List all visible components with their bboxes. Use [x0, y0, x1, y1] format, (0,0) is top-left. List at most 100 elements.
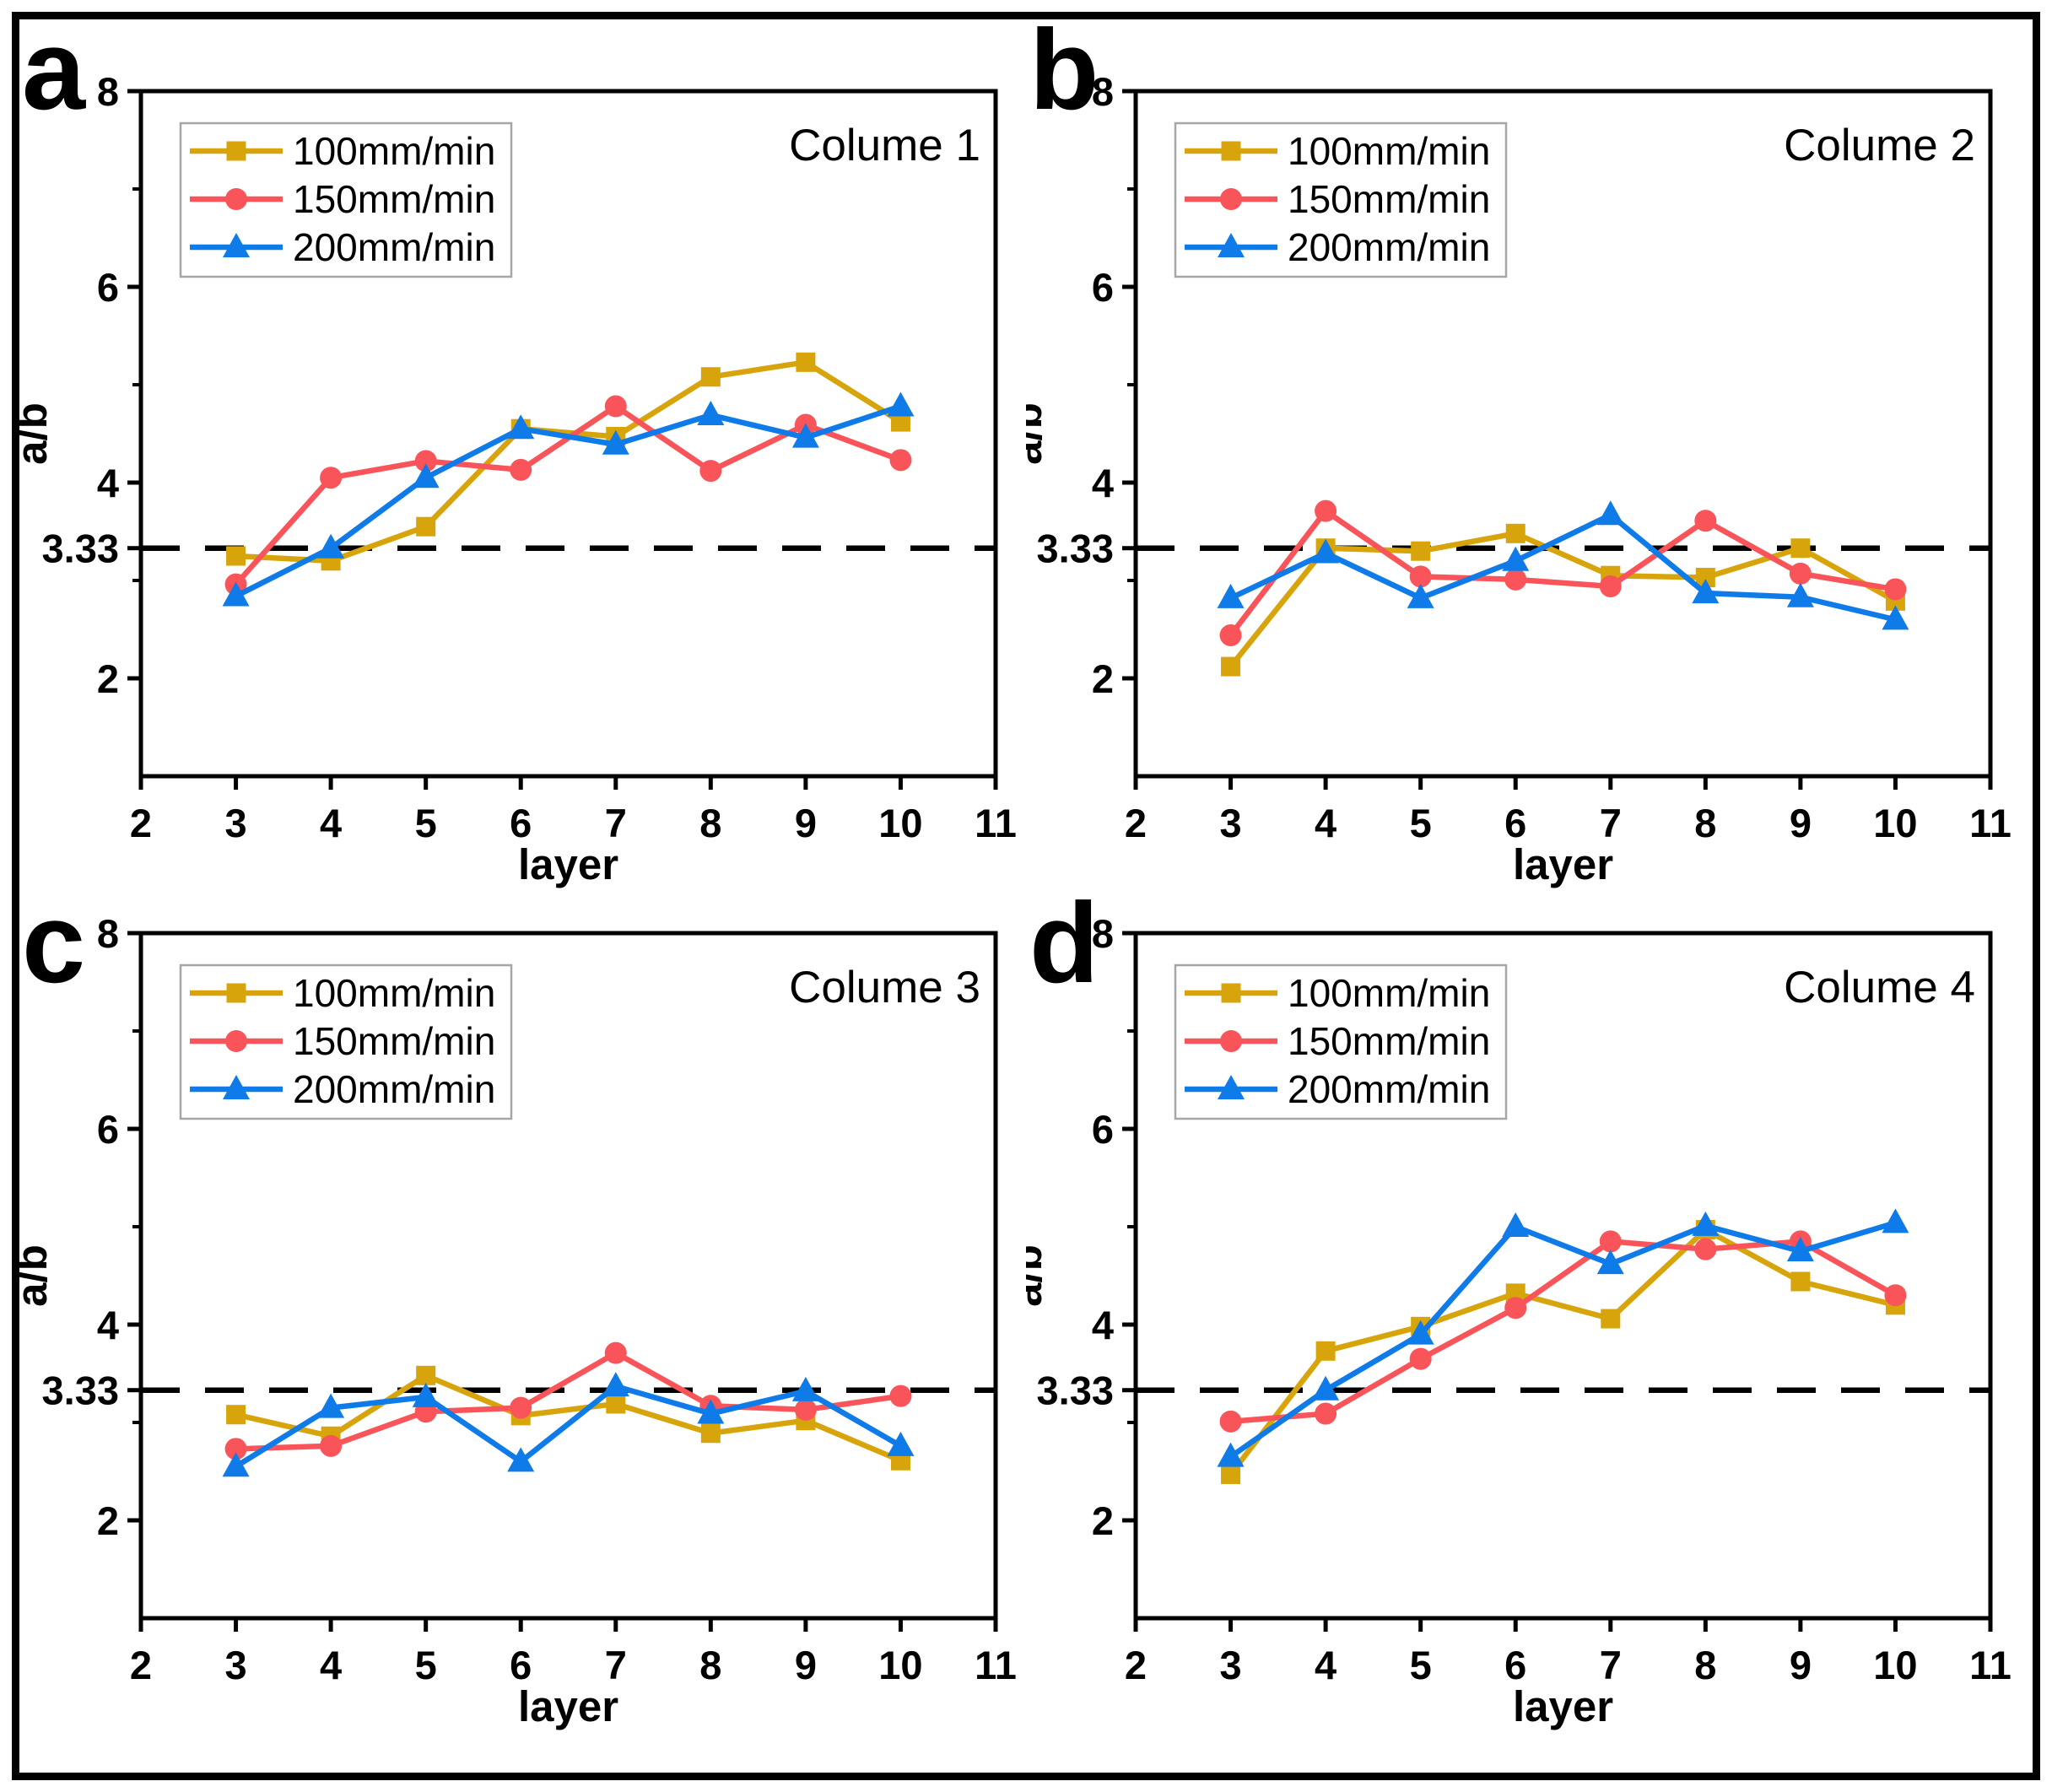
data-point-150mm/min-layer-4: [320, 1434, 343, 1457]
data-point-200mm/min-layer-8: [697, 1399, 725, 1424]
panel-b: 2 3 4 5 6 7 8 9 10 11 2 4 6 8 3.33 layer a/b Colume 2 100m…: [1026, 0, 2052, 896]
data-point-150mm/min-layer-6: [510, 1396, 532, 1419]
chart-colume-3: 2 3 4 5 6 7 8 9 10 11 2 4 6 8 3.33 layer a/b Colume 3 100m…: [8, 911, 1017, 1730]
data-point-200mm/min-layer-3: [1217, 583, 1245, 608]
data-point-200mm/min-layer-6: [507, 1447, 535, 1472]
legend-marker-square: [1221, 983, 1241, 1003]
x-tick-label: 7: [1600, 1643, 1622, 1687]
data-point-100mm/min-layer-3: [1221, 656, 1241, 677]
data-point-100mm/min-layer-10: [890, 412, 910, 432]
chart-colume-4: 2 3 4 5 6 7 8 9 10 11 2 4 6 8 3.33 layer a/b Colume 4 100m…: [1026, 911, 2012, 1730]
panel-letter-b: b: [1029, 6, 1099, 133]
x-tick-label: 5: [1410, 1643, 1432, 1687]
y-reference-tick-label: 3.33: [1037, 526, 1114, 571]
series-line-100mm/min: [233, 1373, 904, 1464]
data-point-100mm/min-layer-8: [700, 367, 721, 387]
data-point-150mm/min-layer-8: [1694, 510, 1717, 532]
legend-marker-circle: [1220, 1030, 1242, 1052]
panel-letter-a: a: [22, 6, 85, 133]
data-point-150mm/min-layer-3: [224, 1438, 247, 1460]
data-point-150mm/min-layer-10: [1884, 578, 1907, 601]
data-point-200mm/min-layer-5: [1407, 583, 1434, 608]
plot-frame: [138, 89, 998, 779]
data-point-100mm/min-layer-4: [1315, 1341, 1336, 1361]
x-tick-label: 7: [605, 1643, 627, 1687]
data-point-200mm/min-layer-4: [1312, 1375, 1340, 1401]
x-tick-label: 5: [415, 801, 437, 845]
plot-frame: [1133, 931, 1993, 1621]
y-tick-label: 2: [97, 656, 119, 701]
y-axis-title: a/b: [1026, 1244, 1050, 1307]
panel-d: 2 3 4 5 6 7 8 9 10 11 2 4 6 8 3.33 layer a/b Colume 4 100m…: [1026, 886, 2052, 1792]
x-tick-label: 2: [1125, 801, 1147, 845]
x-axis-title: layer: [1513, 840, 1613, 888]
data-point-200mm/min-layer-3: [222, 1452, 250, 1477]
x-tick-label: 6: [1504, 801, 1526, 845]
legend-marker-square: [226, 141, 246, 161]
y-tick-label: 6: [1092, 1107, 1114, 1152]
data-point-200mm/min-layer-10: [887, 1431, 915, 1456]
series-line-150mm/min: [1228, 1239, 1898, 1425]
x-tick-label: 10: [878, 801, 922, 845]
data-point-150mm/min-layer-7: [1599, 575, 1622, 597]
y-tick-label: 6: [1092, 265, 1114, 310]
data-point-100mm/min-layer-3: [226, 546, 246, 566]
series-line-200mm/min: [1228, 512, 1898, 623]
legend-marker-triangle: [1218, 1075, 1245, 1099]
x-tick-label: 6: [510, 1643, 532, 1687]
series-line-200mm/min: [233, 403, 904, 599]
data-point-200mm/min-layer-8: [1692, 579, 1720, 604]
x-tick-label: 2: [130, 1643, 152, 1687]
x-axis-title: layer: [518, 1682, 618, 1730]
data-point-200mm/min-layer-4: [317, 1393, 345, 1418]
data-point-150mm/min-layer-8: [1694, 1238, 1717, 1260]
data-point-200mm/min-layer-5: [1407, 1320, 1434, 1345]
legend-label: 200mm/min: [293, 225, 495, 269]
y-tick-label: 6: [97, 265, 119, 310]
y-tick-label: 2: [1092, 1498, 1114, 1543]
x-tick-label: 4: [1315, 801, 1336, 845]
legend-marker-circle: [225, 188, 247, 210]
x-tick-label: 11: [975, 801, 1017, 845]
plot-frame: [138, 931, 998, 1621]
legend-label: 100mm/min: [1288, 129, 1490, 173]
panel-letter-d: d: [1029, 879, 1099, 1007]
panel-title: Colume 2: [1784, 121, 1975, 170]
data-point-200mm/min-layer-10: [1882, 605, 1909, 630]
y-tick-label: 8: [97, 911, 119, 956]
x-tick-label: 11: [975, 1643, 1017, 1687]
x-tick-label: 5: [1410, 801, 1432, 845]
data-point-200mm/min-layer-7: [602, 1372, 629, 1397]
y-reference-tick-label: 3.33: [1037, 1368, 1114, 1413]
y-reference-tick-label: 3.33: [42, 1368, 119, 1413]
y-axis-title: a/b: [8, 402, 56, 465]
y-axis-title: a/b: [1026, 402, 1050, 465]
x-tick-label: 9: [1790, 801, 1812, 845]
data-point-100mm/min-layer-9: [1790, 1271, 1811, 1292]
legend-label: 100mm/min: [293, 129, 495, 173]
data-point-200mm/min-layer-10: [887, 391, 915, 417]
panel-title: Colume 4: [1784, 963, 1975, 1012]
legend-marker-square: [226, 983, 246, 1003]
y-tick-label: 6: [97, 1107, 119, 1152]
figure-border: [12, 12, 2040, 1780]
legend-marker-circle: [225, 1030, 247, 1052]
x-tick-label: 10: [1873, 1643, 1917, 1687]
data-point-150mm/min-layer-9: [794, 1398, 817, 1421]
series-line-200mm/min: [1228, 1220, 1898, 1460]
series-line-100mm/min: [1228, 531, 1898, 670]
legend-marker-triangle: [223, 1075, 250, 1099]
data-point-200mm/min-layer-9: [791, 423, 819, 448]
plot-frame: [1133, 89, 1993, 779]
y-tick-label: 8: [1092, 69, 1114, 114]
data-point-150mm/min-layer-5: [1409, 1347, 1432, 1370]
x-axis-title: layer: [1513, 1682, 1613, 1730]
y-tick-label: 8: [1092, 911, 1114, 956]
data-point-100mm/min-layer-7: [606, 1394, 626, 1414]
series-line-150mm/min: [233, 1350, 904, 1452]
data-point-200mm/min-layer-8: [1692, 1211, 1720, 1236]
data-point-200mm/min-layer-3: [1217, 1442, 1245, 1467]
data-point-100mm/min-layer-5: [1411, 541, 1431, 561]
data-point-200mm/min-layer-5: [412, 1382, 440, 1407]
